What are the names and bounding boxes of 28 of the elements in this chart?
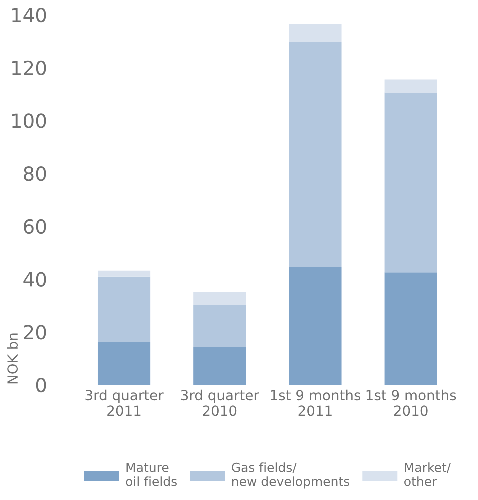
y-tick-label: 80 [24,166,46,182]
bar [384,272,438,385]
bar [384,80,438,93]
x-tick-label: 1st 9 months 2011 [271,390,361,416]
bar [194,305,246,348]
x-tick-label: 3rd quarter 2011 [86,390,164,416]
bar [289,42,342,268]
bar [194,292,246,306]
bar [289,267,342,385]
legend-label: Market/ other [404,462,452,486]
y-tick-label: 120 [12,60,46,76]
bar [384,92,438,273]
x-tick-label: 1st 9 months 2010 [366,390,456,416]
y-tick-label: 100 [12,114,46,128]
bar [98,342,151,385]
y-tick-label: 0 [36,378,46,393]
y-axis-title: NOK bn [7,334,18,384]
y-tick-label: 20 [24,325,46,340]
x-tick-label: 3rd quarter 2010 [181,390,260,416]
legend-label: Mature oil fields [126,463,177,486]
bar [289,24,342,42]
y-tick-label: 140 [12,8,46,23]
bar [98,270,151,277]
bar [194,347,246,385]
y-tick-label: 40 [24,272,46,287]
bar [98,276,151,342]
legend-label: Gas fields/ new developments [232,462,350,489]
y-tick-label: 60 [24,219,46,234]
